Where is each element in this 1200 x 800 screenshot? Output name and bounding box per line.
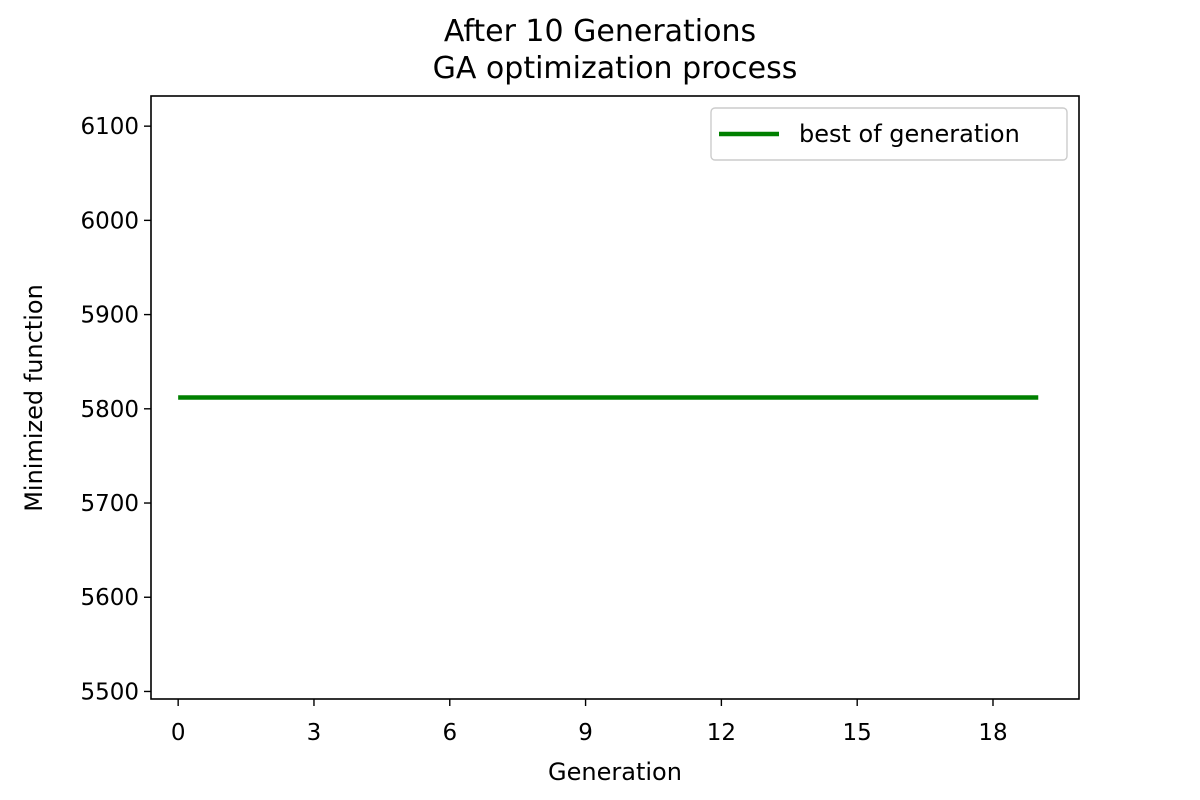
chart-subtitle: GA optimization process (433, 51, 798, 86)
y-tick-label: 6000 (80, 208, 139, 234)
y-tick-label: 5500 (80, 679, 139, 705)
x-axis: 0 3 6 9 12 15 18 (171, 699, 1008, 746)
y-tick-label: 5800 (80, 397, 139, 423)
y-tick-label: 5600 (80, 585, 139, 611)
x-axis-label: Generation (548, 758, 682, 786)
y-axis-label: Minimized function (20, 284, 48, 512)
x-tick-label: 3 (307, 720, 322, 746)
x-tick-label: 12 (707, 720, 736, 746)
x-tick-label: 0 (171, 720, 186, 746)
x-tick-label: 6 (442, 720, 457, 746)
legend: best of generation (710, 107, 1068, 161)
chart-title: After 10 Generations (444, 14, 756, 49)
x-tick-label: 18 (978, 720, 1007, 746)
x-tick-label: 15 (843, 720, 872, 746)
legend-box (710, 107, 1068, 161)
y-tick-label: 5700 (80, 491, 139, 517)
y-tick-label: 5900 (80, 303, 139, 329)
plot-frame (150, 95, 1080, 700)
y-tick-label: 6100 (80, 114, 139, 140)
x-tick-label: 9 (578, 720, 593, 746)
legend-label: best of generation (799, 120, 1020, 148)
y-axis: 5500 5600 5700 5800 5900 6000 6100 (80, 114, 151, 705)
